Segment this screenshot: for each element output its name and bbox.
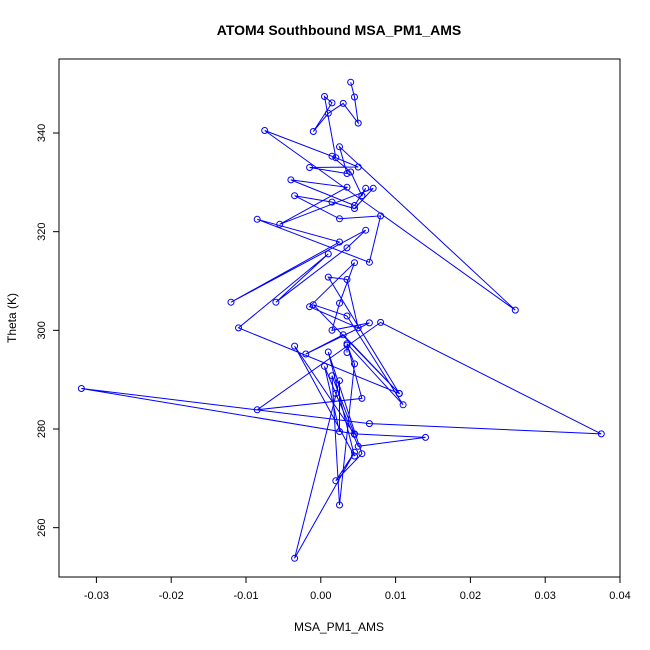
data-point (291, 192, 299, 200)
data-point (354, 442, 362, 450)
data-point (358, 192, 366, 200)
x-axis-label: MSA_PM1_AMS (294, 620, 384, 634)
data-point (343, 341, 351, 349)
y-axis: 260 280 300 320 340 (36, 124, 59, 537)
data-point (332, 154, 340, 162)
data-point (422, 433, 429, 441)
data-point (332, 390, 340, 397)
data-point (339, 99, 347, 107)
data-point (302, 350, 310, 358)
x-tick-label: -0.02 (159, 590, 184, 602)
data-point (343, 244, 351, 252)
data-point (511, 306, 519, 314)
data-point (324, 250, 332, 258)
data-point (336, 238, 343, 246)
x-tick-label: 0.02 (460, 590, 481, 602)
data-point (354, 324, 362, 332)
data-point (343, 276, 351, 283)
data-point (343, 170, 351, 177)
data-point (354, 119, 362, 127)
data-point (321, 93, 328, 100)
data-point (276, 220, 284, 228)
data-point (328, 326, 336, 334)
y-tick-label: 300 (36, 321, 48, 339)
data-point (253, 406, 261, 414)
data-point (324, 348, 332, 356)
y-axis-label: Theta (K) (5, 293, 19, 343)
data-point (324, 109, 332, 117)
data-point (351, 93, 358, 101)
y-tick-label: 260 (36, 518, 48, 536)
data-point (358, 394, 366, 402)
data-point (336, 428, 343, 435)
data-point (351, 202, 358, 209)
series-layer (77, 78, 605, 562)
y-tick-label: 340 (36, 124, 48, 142)
data-point (351, 430, 358, 438)
data-point (336, 377, 343, 385)
x-tick-label: 0.03 (534, 590, 555, 602)
x-tick-label: 0.00 (310, 590, 331, 602)
data-point (332, 477, 340, 485)
data-point (343, 312, 351, 320)
data-point (351, 259, 358, 267)
data-point (336, 215, 343, 223)
data-point (328, 152, 336, 160)
data-point (328, 99, 336, 107)
data-point (362, 184, 370, 192)
data-point (291, 342, 299, 350)
data-point (309, 128, 317, 135)
data-point (377, 212, 385, 220)
data-point (339, 331, 347, 339)
data-point (321, 362, 328, 370)
data-point (336, 501, 343, 509)
data-point (235, 324, 242, 332)
data-point (395, 390, 403, 397)
data-point (347, 78, 355, 86)
data-point (306, 164, 314, 171)
y-tick-label: 320 (36, 222, 48, 240)
y-tick-label: 280 (36, 420, 48, 438)
data-point (336, 299, 343, 307)
data-point (77, 385, 85, 392)
data-point (287, 176, 295, 184)
x-tick-label: -0.01 (233, 590, 258, 602)
data-point (227, 298, 235, 306)
data-point (362, 226, 370, 234)
data-point (309, 301, 317, 309)
data-point (324, 273, 332, 281)
series-line (81, 82, 602, 559)
data-point (377, 318, 385, 326)
data-point (351, 205, 358, 212)
data-point (343, 183, 351, 191)
x-tick-label: 0.04 (609, 590, 630, 602)
x-axis: -0.03 -0.02 -0.01 0.00 0.01 0.02 0.03 0.04 (84, 577, 631, 602)
data-point (272, 298, 280, 306)
data-point (306, 303, 314, 311)
data-point (253, 215, 261, 223)
data-point (343, 349, 351, 356)
data-point (399, 401, 407, 409)
data-point (347, 168, 355, 176)
x-tick-label: 0.01 (385, 590, 406, 602)
data-point (597, 430, 605, 438)
data-point (358, 450, 366, 458)
x-tick-label: -0.03 (84, 590, 109, 602)
chart-title: ATOM4 Southbound MSA_PM1_AMS (217, 22, 461, 38)
data-point (365, 420, 373, 428)
data-point (365, 319, 373, 327)
data-point (354, 163, 362, 171)
data-point (291, 554, 299, 562)
data-point (261, 127, 269, 134)
data-point (351, 360, 358, 368)
plot-frame (58, 58, 621, 578)
data-point (328, 372, 336, 380)
data-point (351, 452, 358, 460)
data-point (369, 184, 377, 192)
data-point (336, 143, 343, 151)
data-point (328, 198, 336, 206)
data-point (351, 448, 358, 456)
data-point (365, 258, 373, 266)
